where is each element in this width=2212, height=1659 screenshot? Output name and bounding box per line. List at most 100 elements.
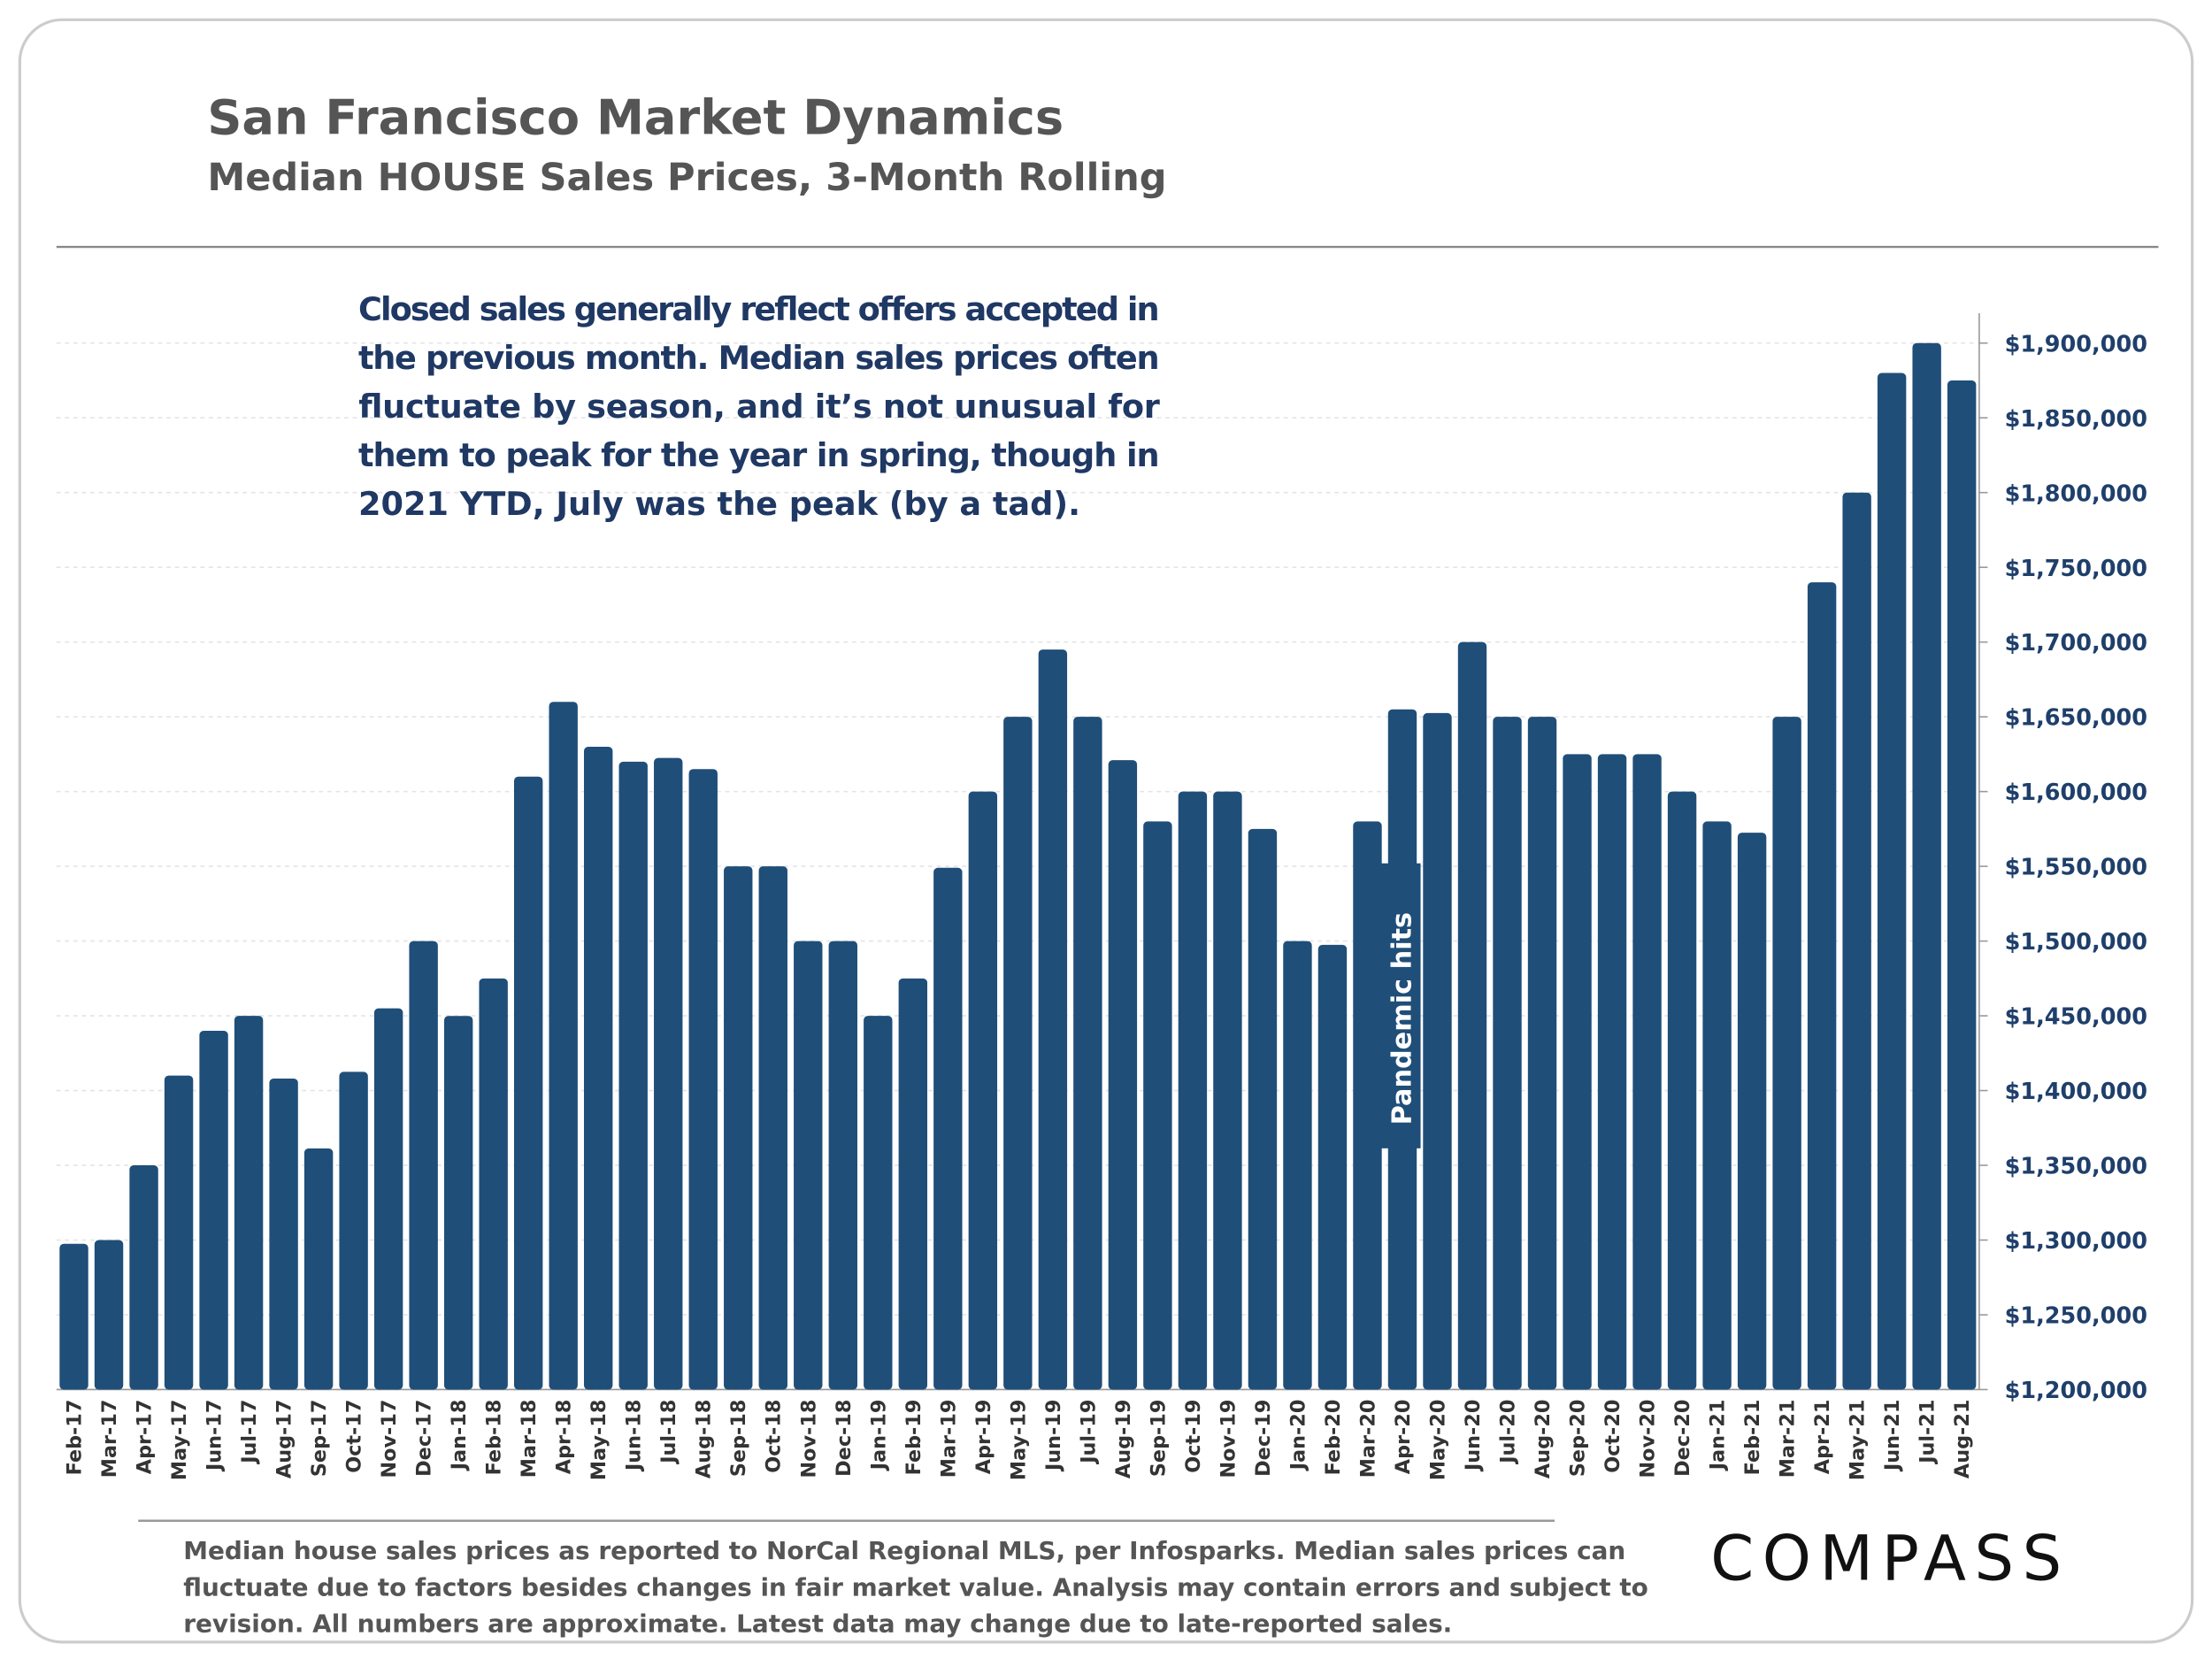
x-tick-label: Jun-20: [1462, 1400, 1485, 1472]
y-tick-label: $1,550,000: [2005, 855, 2147, 881]
bar: [479, 978, 508, 1390]
bar: [933, 867, 963, 1390]
bar: [1947, 380, 1977, 1390]
bar: [1702, 821, 1732, 1390]
bar: [339, 1071, 368, 1390]
bar: [1772, 717, 1801, 1390]
x-tick-label: Jul-21: [1916, 1400, 1939, 1465]
x-tick-label: Mar-19: [937, 1400, 960, 1479]
x-tick-label: Jul-19: [1077, 1400, 1100, 1465]
x-tick-label: Jun-17: [204, 1400, 227, 1472]
bar: [129, 1165, 158, 1390]
x-tick-label: Mar-21: [1777, 1400, 1800, 1479]
footer-line: fluctuate due to factors besides changes…: [183, 1572, 1648, 1601]
x-tick-label: Nov-17: [378, 1400, 401, 1479]
x-tick-label: Apr-21: [1811, 1400, 1834, 1475]
bar: [1807, 582, 1837, 1390]
x-tick-label: Sep-18: [727, 1400, 750, 1478]
x-tick-label: Aug-18: [693, 1400, 716, 1479]
x-tick-label: Jan-20: [1286, 1400, 1310, 1472]
x-tick-label: Jun-18: [623, 1400, 646, 1472]
y-tick-label: $1,450,000: [2005, 1004, 2147, 1031]
annotation: Pandemic hits: [1386, 912, 1417, 1125]
y-tick-label: $1,800,000: [2005, 480, 2147, 507]
bar: [59, 1243, 88, 1390]
bar: [1842, 492, 1871, 1390]
bar: [724, 866, 753, 1390]
bar: [549, 702, 578, 1390]
y-tick-label: $1,650,000: [2005, 705, 2147, 732]
x-tick-label: Feb-17: [64, 1400, 87, 1476]
x-tick-label: Jan-18: [448, 1400, 471, 1472]
bar: [1527, 717, 1557, 1390]
x-tick-label: Nov-19: [1217, 1400, 1240, 1479]
x-tick-label: May-20: [1426, 1400, 1449, 1480]
y-tick-label: $1,350,000: [2005, 1154, 2147, 1180]
note-line: the previous month. Median sales prices …: [358, 339, 1160, 377]
bar: [513, 776, 543, 1390]
x-tick-label: Nov-18: [797, 1400, 820, 1479]
x-tick-label: Jan-19: [867, 1400, 890, 1472]
x-tick-label: Dec-18: [833, 1400, 856, 1477]
bar: [199, 1030, 228, 1390]
bar: [1563, 754, 1592, 1390]
x-tick-label: May-19: [1007, 1400, 1030, 1480]
bar: [1737, 833, 1767, 1390]
x-tick-label: Aug-20: [1532, 1400, 1555, 1479]
bar: [1213, 791, 1242, 1390]
bar: [373, 1008, 403, 1390]
x-tick-label: Jun-19: [1042, 1400, 1065, 1472]
bar: [1877, 373, 1907, 1390]
x-tick-label: Jul-17: [238, 1400, 261, 1465]
x-tick-label: Oct-20: [1601, 1400, 1624, 1473]
bar: [758, 866, 787, 1390]
bar: [898, 978, 928, 1390]
overlay: Closed sales generally reflect offers ac…: [183, 290, 2070, 1639]
footer-line: revision. All numbers are approximate. L…: [183, 1609, 1452, 1639]
bar: [1423, 712, 1452, 1390]
bar: [1457, 641, 1487, 1390]
bar: [864, 1016, 893, 1390]
bar: [1283, 941, 1312, 1390]
bar: [828, 941, 857, 1390]
bar: [1248, 828, 1278, 1390]
x-tick-label: Feb-21: [1741, 1400, 1764, 1476]
bar: [1493, 717, 1522, 1390]
x-tick-label: Apr-20: [1392, 1400, 1415, 1475]
x-tick-label: Feb-19: [902, 1400, 926, 1476]
bar: [1912, 342, 1941, 1390]
note-line: Closed sales generally reflect offers ac…: [358, 290, 1160, 328]
y-tick-label: $1,700,000: [2005, 630, 2147, 657]
x-tick-label: Sep-20: [1567, 1400, 1590, 1478]
bar: [584, 746, 613, 1390]
y-tick-label: $1,850,000: [2005, 406, 2147, 433]
x-tick-label: Jun-21: [1881, 1400, 1904, 1472]
bar: [234, 1016, 264, 1390]
footer-line: Median house sales prices as reported to…: [183, 1536, 1625, 1565]
x-tick-label: Feb-20: [1322, 1400, 1345, 1476]
x-tick-label: May-18: [588, 1400, 611, 1480]
bar: [1108, 760, 1138, 1390]
brand: COMPASS: [1710, 1523, 2070, 1595]
x-tick-label: Aug-21: [1951, 1400, 1974, 1479]
x-tick-label: Dec-19: [1252, 1400, 1275, 1477]
plot: $1,200,000 $1,250,000 $1,300,000 $1,350,000…: [56, 312, 2147, 1480]
x-tick-label: Dec-20: [1671, 1400, 1694, 1477]
x-tick-label: Sep-17: [308, 1400, 331, 1478]
chart-title: San Francisco Market Dynamics: [207, 89, 1064, 145]
y-tick-label: $1,900,000: [2005, 331, 2147, 357]
x-tick-label: Aug-17: [273, 1400, 296, 1479]
bar: [618, 761, 648, 1390]
bar: [1143, 821, 1172, 1390]
x-tick-label: Oct-18: [763, 1400, 786, 1473]
x-tick-label: Sep-19: [1147, 1400, 1170, 1478]
bar: [164, 1075, 194, 1390]
annotation-box: [1380, 863, 1421, 1148]
bar: [794, 941, 823, 1390]
x-tick-label: Apr-19: [972, 1400, 995, 1475]
bar: [1317, 944, 1348, 1390]
x-tick-label: May-21: [1847, 1400, 1870, 1480]
chart-subtitle: Median HOUSE Sales Prices, 3-Month Rolli…: [207, 156, 1166, 200]
